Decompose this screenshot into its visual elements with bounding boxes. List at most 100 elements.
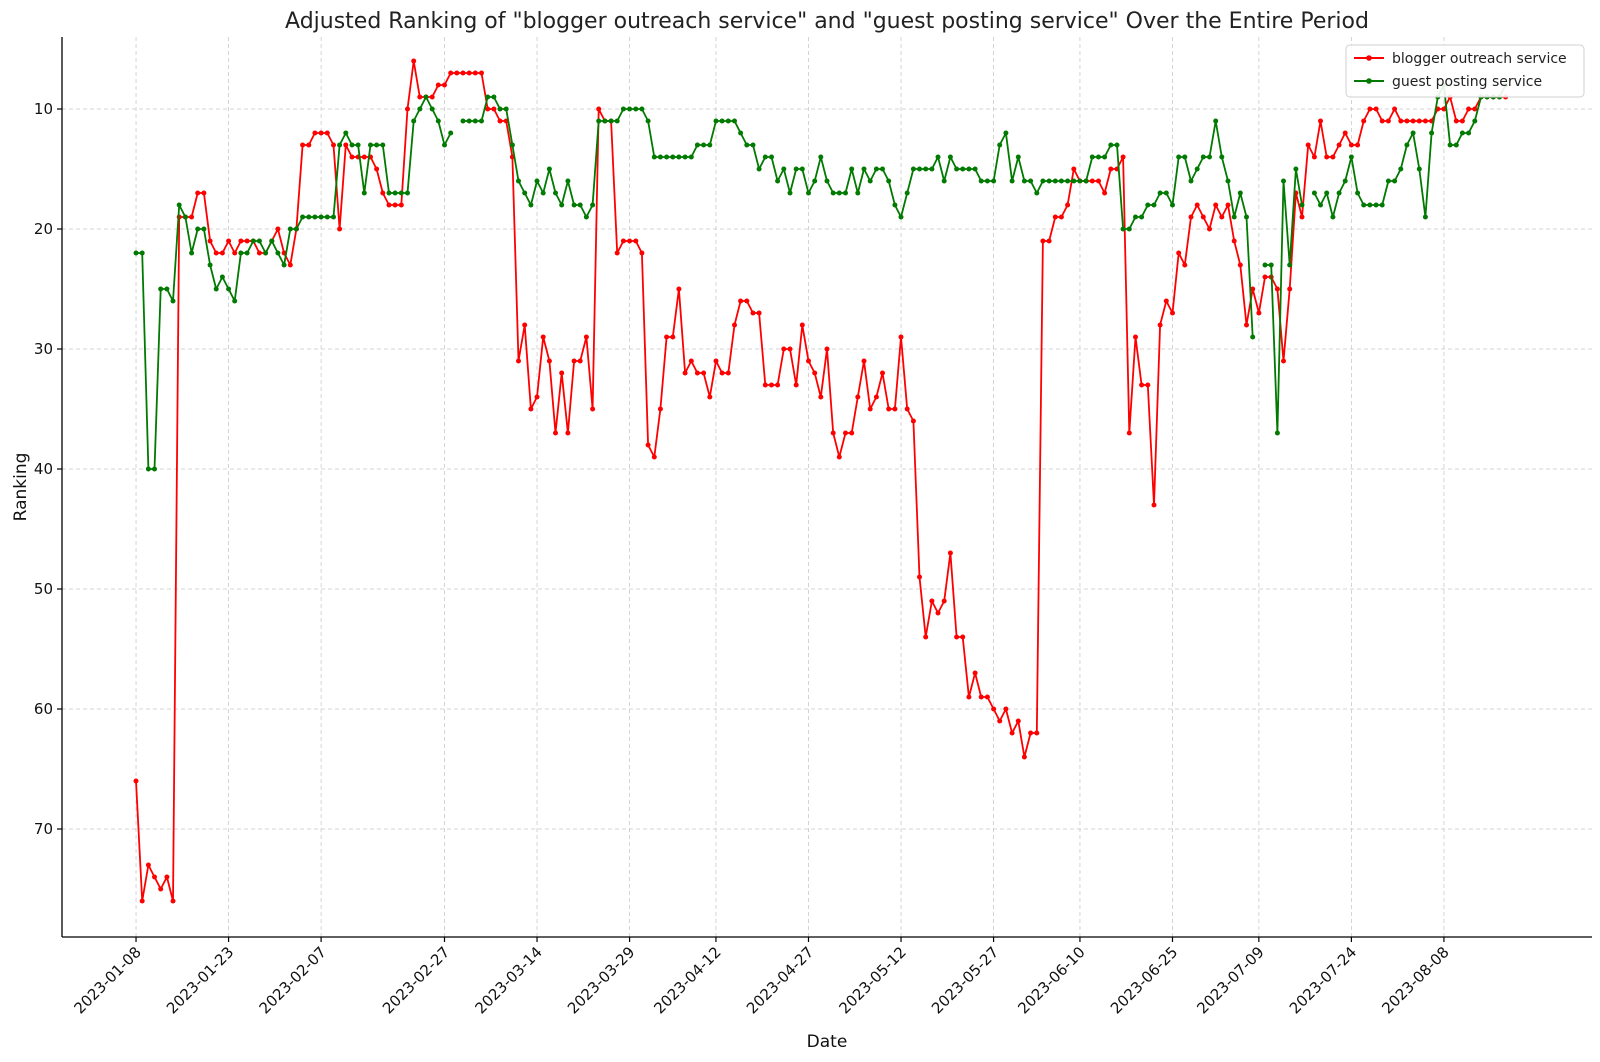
data-point	[293, 226, 299, 232]
data-point	[1182, 262, 1188, 268]
data-point	[762, 154, 768, 160]
data-point	[1392, 178, 1398, 184]
data-point	[201, 190, 207, 196]
data-point	[620, 238, 626, 244]
data-point	[627, 106, 633, 112]
data-point	[540, 334, 546, 340]
data-point	[960, 166, 966, 172]
legend: blogger outreach service guest posting s…	[1345, 44, 1585, 98]
data-point	[867, 406, 873, 412]
data-point	[947, 550, 953, 556]
data-point	[941, 178, 947, 184]
data-point	[1361, 202, 1367, 208]
data-point	[818, 394, 824, 400]
data-point	[657, 406, 663, 412]
data-point	[978, 694, 984, 700]
data-point	[164, 286, 170, 292]
data-point	[201, 226, 207, 232]
data-point	[1108, 166, 1114, 172]
data-point	[664, 334, 670, 340]
data-point	[1021, 178, 1027, 184]
data-point	[349, 154, 355, 160]
data-point	[238, 238, 244, 244]
data-point	[1052, 214, 1058, 220]
data-point	[1429, 130, 1435, 136]
data-point	[694, 370, 700, 376]
data-point	[287, 226, 293, 232]
grid-layer	[62, 37, 1592, 937]
data-point	[355, 142, 361, 148]
data-point	[1318, 202, 1323, 208]
data-point	[1071, 178, 1077, 184]
x-tick-label: 2023-08-08	[1378, 943, 1452, 1017]
x-tick-label: 2023-06-10	[1014, 943, 1088, 1017]
data-point	[682, 154, 688, 160]
data-point	[732, 118, 737, 124]
data-point	[1466, 130, 1472, 136]
data-point	[694, 142, 700, 148]
data-point	[349, 142, 355, 148]
data-point	[503, 106, 509, 112]
data-point	[1256, 310, 1262, 316]
data-point	[738, 298, 744, 304]
data-point	[1151, 502, 1157, 508]
data-point	[861, 358, 867, 364]
data-point	[1163, 190, 1169, 196]
data-point	[411, 58, 417, 64]
x-tick-label: 2023-07-24	[1286, 943, 1360, 1017]
x-tick-label: 2023-04-27	[743, 943, 817, 1017]
data-point	[386, 202, 392, 208]
data-point	[1324, 154, 1330, 160]
data-point	[1058, 214, 1064, 220]
data-point	[368, 142, 373, 148]
data-point	[781, 346, 787, 352]
data-point	[633, 238, 639, 244]
data-point	[923, 166, 929, 172]
data-point	[1102, 154, 1108, 160]
data-point	[1398, 166, 1404, 172]
data-point	[633, 106, 639, 112]
data-point	[1416, 118, 1422, 124]
data-point	[806, 190, 811, 196]
x-tick-label: 2023-01-23	[163, 943, 237, 1017]
data-point	[1102, 190, 1108, 196]
data-point	[935, 610, 941, 616]
data-point	[997, 142, 1003, 148]
data-point	[682, 370, 688, 376]
data-point	[386, 190, 392, 196]
data-point	[546, 166, 552, 172]
data-point	[553, 190, 558, 196]
y-tick-label: 20	[34, 220, 53, 238]
data-point	[701, 142, 707, 148]
data-point	[824, 346, 830, 352]
data-point	[1472, 106, 1478, 112]
data-point	[398, 190, 404, 196]
data-point	[182, 214, 188, 220]
data-point	[651, 154, 657, 160]
data-point	[830, 190, 836, 196]
data-point	[226, 286, 232, 292]
data-point	[744, 298, 750, 304]
data-point	[830, 430, 836, 436]
data-point	[1188, 178, 1194, 184]
y-tick-label: 70	[34, 820, 53, 838]
data-point	[880, 166, 885, 172]
data-point	[843, 190, 848, 196]
data-point	[405, 190, 410, 196]
data-point	[417, 94, 423, 100]
data-point	[238, 250, 244, 256]
data-point	[1422, 118, 1428, 124]
data-point	[929, 598, 935, 604]
data-point	[219, 250, 225, 256]
data-point	[1126, 430, 1132, 436]
x-tick-label: 2023-07-09	[1193, 943, 1267, 1017]
data-point	[620, 106, 626, 112]
data-point	[707, 394, 713, 400]
chart-title: Adjusted Ranking of "blogger outreach se…	[285, 9, 1369, 34]
data-point	[898, 334, 904, 340]
legend-marker-blogger-outreach-service	[1366, 55, 1372, 61]
y-tick-label: 40	[34, 460, 53, 478]
data-point	[719, 118, 725, 124]
data-point	[263, 250, 269, 256]
